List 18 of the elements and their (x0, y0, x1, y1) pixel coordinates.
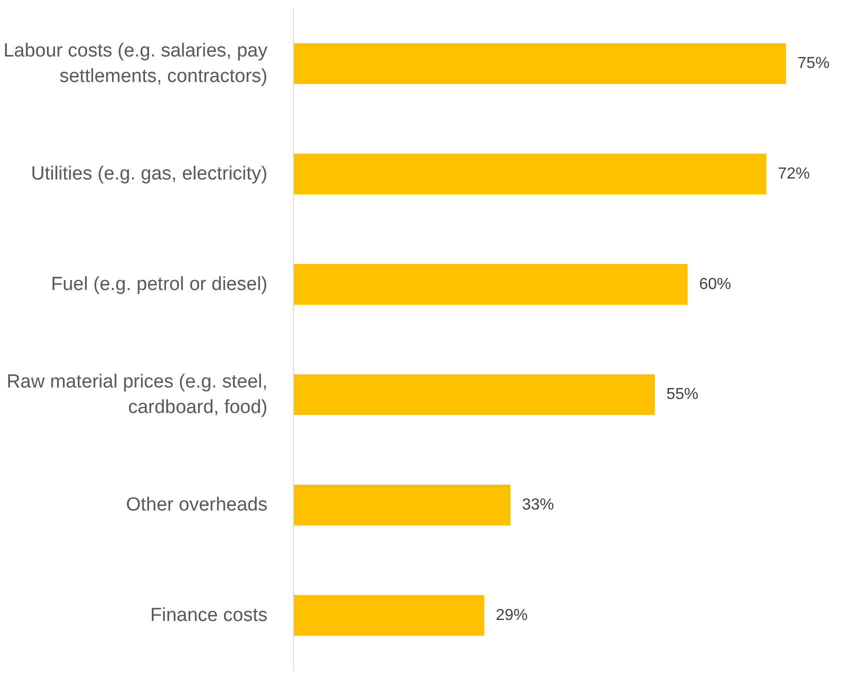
bar (294, 484, 510, 526)
data-label: 72% (778, 166, 810, 182)
data-label: 55% (666, 386, 698, 404)
y-tick-label: Labour costs (e.g. salaries, pay settlements, contractors) (3, 40, 268, 87)
y-tick-label: Finance costs (150, 604, 268, 626)
bar (294, 374, 655, 416)
y-tick-label: Other overheads (126, 494, 268, 516)
bar (294, 154, 766, 194)
data-label: 60% (699, 276, 732, 293)
y-tick-label: Fuel (e.g. petrol or diesel) (51, 274, 268, 295)
y-tick-label: Utilities (e.g. gas, electricity) (30, 164, 268, 184)
bar (294, 43, 786, 84)
y-tick-label: Raw material prices (e.g. steel, cardboard, food) (6, 372, 268, 418)
data-label: 29% (496, 606, 528, 624)
data-label: 33% (522, 496, 554, 514)
data-label: 75% (798, 55, 830, 72)
bar (294, 594, 484, 636)
bar (294, 264, 688, 305)
